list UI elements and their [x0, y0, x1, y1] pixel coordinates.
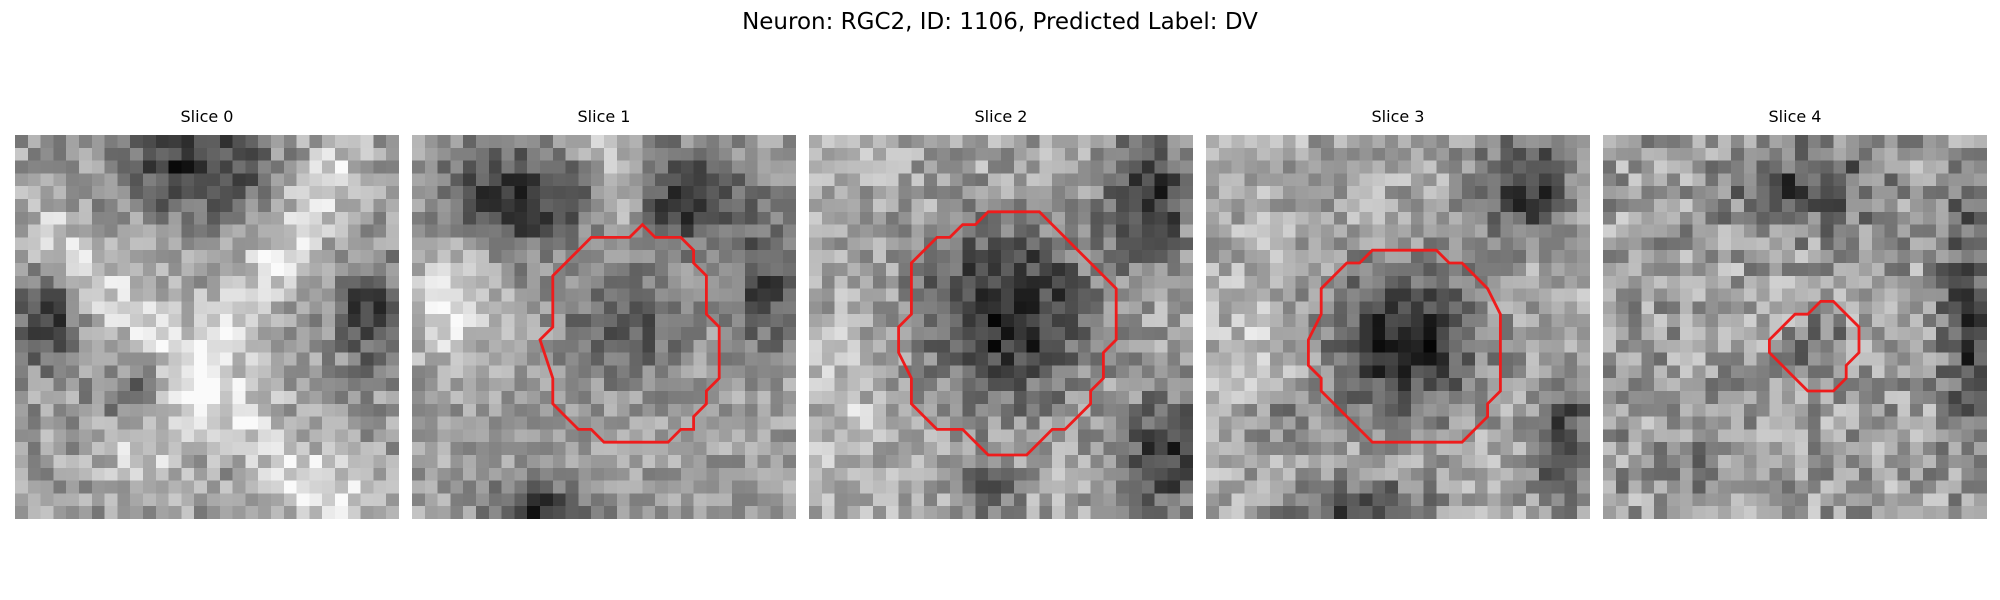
- slice-title: Slice 3: [1371, 107, 1425, 126]
- slice-panel-2: Slice 2: [809, 106, 1193, 519]
- figure-title: Neuron: RGC2, ID: 1106, Predicted Label:…: [742, 9, 1258, 35]
- slice-title: Slice 0: [180, 107, 234, 126]
- segmentation-contour: [897, 210, 1118, 457]
- slice-title: Slice 2: [974, 107, 1028, 126]
- segmentation-contour: [1306, 248, 1502, 444]
- slice-panel-1: Slice 1: [412, 106, 796, 519]
- slice-image: [809, 135, 1193, 519]
- slice-image: [1206, 135, 1590, 519]
- slice-image: [412, 135, 796, 519]
- slice-title: Slice 1: [577, 107, 631, 126]
- slice-image: [1603, 135, 1987, 519]
- segmentation-contour: [1767, 299, 1861, 393]
- slice-panel-0: Slice 0: [15, 106, 399, 519]
- segmentation-contour: [538, 222, 721, 444]
- slice-image: [15, 135, 399, 519]
- slice-title: Slice 4: [1768, 107, 1822, 126]
- slice-panel-4: Slice 4: [1603, 106, 1987, 519]
- slice-panel-3: Slice 3: [1206, 106, 1590, 519]
